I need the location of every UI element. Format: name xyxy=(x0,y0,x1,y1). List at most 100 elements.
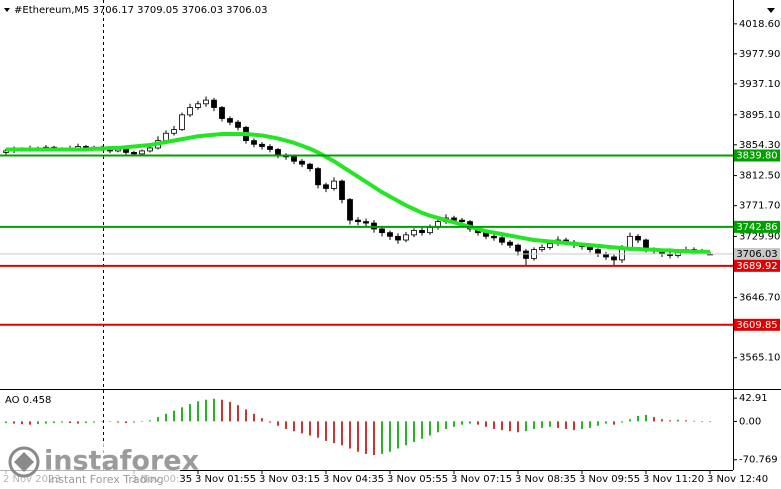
candle-body xyxy=(211,99,217,108)
moving-average xyxy=(6,131,710,254)
ao-bar xyxy=(661,419,663,422)
level-label: 3609.85 xyxy=(736,320,777,331)
level-box xyxy=(734,220,780,233)
plot: 2 Nov 20233 Nov 00:353 Nov 01:553 Nov 03… xyxy=(0,19,780,485)
candle-body xyxy=(523,250,529,259)
watermark-tagline: Instant Forex Trading xyxy=(48,473,164,486)
ao-bar xyxy=(589,421,591,428)
ao-bar xyxy=(701,421,703,422)
candle-body xyxy=(187,107,193,116)
ao-bar xyxy=(285,421,287,429)
candle-body xyxy=(611,256,617,261)
ao-bar xyxy=(541,421,543,428)
ao-bar xyxy=(269,421,271,423)
ao-bar xyxy=(189,404,191,422)
candle-body xyxy=(427,227,433,234)
ao-bar xyxy=(349,421,351,449)
ao-bar xyxy=(669,420,671,422)
ao-bar xyxy=(517,421,519,433)
ao-bar xyxy=(333,421,335,444)
ao-bar xyxy=(573,421,575,431)
ao-bar xyxy=(597,421,599,426)
y-tick-label: 4018.60 xyxy=(739,19,780,30)
candle-body xyxy=(363,221,369,224)
ao-bar xyxy=(197,401,199,422)
ao-bar xyxy=(373,421,375,455)
candle-body xyxy=(291,156,297,162)
candle-body xyxy=(339,180,345,200)
ao-bar xyxy=(21,421,23,425)
watermark-icon xyxy=(8,446,40,478)
ao-bar xyxy=(677,419,679,422)
candle-body xyxy=(395,235,401,241)
candle-body xyxy=(419,230,425,234)
candle-body xyxy=(131,152,137,155)
ao-bar xyxy=(629,419,631,422)
candle-body xyxy=(507,241,513,246)
x-tick-label: 3 Nov 09:55 xyxy=(579,474,640,485)
level-box xyxy=(734,259,780,272)
ao-bar xyxy=(637,416,639,422)
last-price-label: 3706.03 xyxy=(736,249,777,260)
ao-bar xyxy=(557,421,559,428)
ao-bar xyxy=(685,420,687,422)
candle-body xyxy=(195,103,201,108)
ao-bar xyxy=(181,407,183,422)
ao-bar xyxy=(397,421,399,449)
ao-bar xyxy=(429,421,431,436)
y-tick-label: 3937.10 xyxy=(739,79,780,90)
last-price-box xyxy=(734,247,780,260)
ao-bar xyxy=(117,421,119,423)
ao-bar xyxy=(309,421,311,436)
y-tick-label: -70.769 xyxy=(739,455,778,466)
level-label: 3689.92 xyxy=(736,261,777,272)
ao-bar xyxy=(77,421,79,424)
candle-body xyxy=(547,243,553,248)
x-tick-label: 3 Nov 07:15 xyxy=(451,474,512,485)
candle-body xyxy=(227,118,233,123)
candle-body xyxy=(251,140,257,145)
candle-body xyxy=(331,180,337,189)
ao-bar xyxy=(37,421,39,425)
ao-bar xyxy=(381,421,383,454)
ao-bar xyxy=(85,421,87,424)
ao-bar xyxy=(613,421,615,425)
candle-body xyxy=(491,235,497,239)
ao-bar xyxy=(533,421,535,429)
ao-bar xyxy=(605,421,607,424)
ao-bar xyxy=(93,421,95,423)
candle-body xyxy=(459,219,465,223)
ao-bar xyxy=(221,399,223,422)
ao-bar xyxy=(413,421,415,442)
candle-body xyxy=(515,244,521,252)
candle-body xyxy=(259,143,265,147)
candle-body xyxy=(235,121,241,128)
ao-bar xyxy=(277,421,279,426)
dropdown-arrow[interactable] xyxy=(767,8,775,13)
candle-body xyxy=(627,235,633,248)
x-tick-label: 3 Nov 11:20 xyxy=(643,474,704,485)
ao-bar xyxy=(133,421,135,423)
ao-bar xyxy=(317,421,319,438)
x-tick-label: 3 Nov 03:15 xyxy=(259,474,320,485)
candle-body xyxy=(147,147,153,152)
y-tick-label: 3812.50 xyxy=(739,171,780,182)
candle-body xyxy=(179,114,185,130)
watermark-backdrop xyxy=(0,444,180,489)
y-tick-label: 3565.10 xyxy=(739,353,780,364)
ao-bar xyxy=(149,420,151,422)
x-tick-label: 3 Nov 04:35 xyxy=(323,474,384,485)
ao-bar xyxy=(13,421,15,424)
candle-body xyxy=(323,184,329,189)
ao-bar xyxy=(581,421,583,429)
ao-bar xyxy=(389,421,391,452)
ao-bar xyxy=(645,414,647,422)
y-tick-label: 3729.90 xyxy=(739,231,780,242)
ao-bar xyxy=(405,421,407,446)
ao-bar xyxy=(653,417,655,422)
ao-bar xyxy=(165,413,167,422)
candle-body xyxy=(307,163,313,169)
ao-bar xyxy=(461,421,463,425)
